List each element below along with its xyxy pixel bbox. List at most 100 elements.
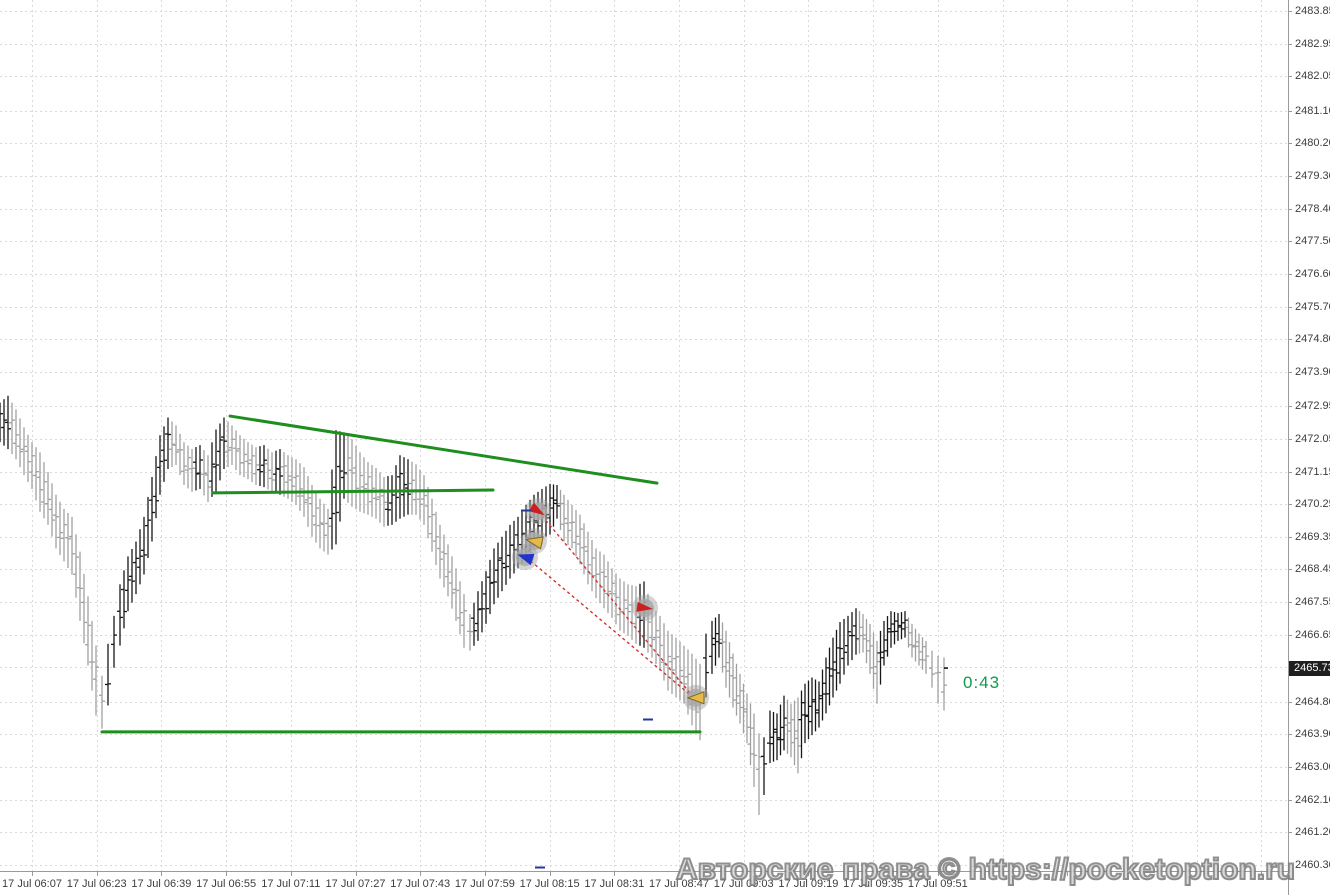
time-axis[interactable]: 17 Jul 06:07 17 Jul 06:23 17 Jul 06:39 17 J… — [0, 871, 1288, 895]
price-axis-label: 2463.00 — [1295, 761, 1330, 774]
price-axis-label: 2479.30 — [1295, 169, 1330, 182]
time-axis-tick — [938, 872, 939, 876]
exit-arrow-2-icon — [686, 691, 705, 705]
price-axis-label: 2478.40 — [1295, 202, 1330, 215]
time-axis-tick — [1132, 872, 1133, 876]
time-axis-label: 17 Jul 07:27 — [325, 878, 386, 890]
price-axis-tick — [1288, 767, 1292, 768]
price-axis-label: 2472.05 — [1295, 432, 1330, 445]
price-axis-label: 2471.15 — [1295, 465, 1330, 478]
current-price-badge: 2465.73 — [1289, 661, 1330, 676]
price-axis-tick — [1288, 472, 1292, 473]
price-axis-tick — [1288, 602, 1292, 603]
price-axis-label: 2469.35 — [1295, 530, 1330, 543]
time-axis-label: 17 Jul 06:55 — [196, 878, 257, 890]
time-axis-tick — [873, 872, 874, 876]
price-axis-tick — [1288, 406, 1292, 407]
price-axis-tick — [1288, 339, 1292, 340]
price-axis-tick — [1288, 176, 1292, 177]
time-axis-label: 17 Jul 08:47 — [649, 878, 709, 890]
price-axis-label: 2480.20 — [1295, 137, 1330, 150]
price-axis-label: 2473.90 — [1295, 365, 1330, 378]
time-axis-tick — [550, 872, 551, 876]
exit-arrow-1-icon — [524, 536, 544, 550]
price-axis-label: 2482.05 — [1295, 70, 1330, 83]
time-axis-tick — [420, 872, 421, 876]
price-axis-tick — [1288, 800, 1292, 801]
price-axis-tick — [1288, 274, 1292, 275]
time-axis-label: 17 Jul 06:23 — [66, 878, 127, 890]
chart-plot-area[interactable] — [0, 0, 1288, 871]
price-axis-label: 2470.25 — [1295, 498, 1330, 511]
price-axis-label: 2468.45 — [1295, 563, 1330, 576]
trade-countdown-timer: 0:43 — [963, 673, 1001, 692]
price-axis-label: 2482.95 — [1295, 37, 1330, 50]
price-axis-label: 2477.50 — [1295, 235, 1330, 248]
trade-marker-buy-entry-arrow[interactable] — [512, 544, 538, 571]
price-axis-tick — [1288, 209, 1292, 210]
time-axis-tick — [614, 872, 615, 876]
price-axis-tick — [1288, 832, 1292, 833]
price-axis-tick — [1288, 76, 1292, 77]
time-axis-tick — [1197, 872, 1198, 876]
price-axis-tick — [1288, 241, 1292, 242]
price-bars — [0, 395, 948, 815]
time-axis-tick — [1261, 872, 1262, 876]
price-axis-tick — [1288, 307, 1292, 308]
price-axis-label: 2462.10 — [1295, 793, 1330, 806]
time-axis-label: 17 Jul 06:07 — [2, 878, 62, 890]
price-axis-label: 2460.30 — [1295, 858, 1330, 871]
time-axis-label: 17 Jul 08:31 — [584, 878, 645, 890]
price-axis-tick — [1288, 865, 1292, 866]
time-axis-tick — [161, 872, 162, 876]
time-axis-tick — [32, 872, 33, 876]
time-axis-tick — [97, 872, 98, 876]
price-axis-tick — [1288, 372, 1292, 373]
time-axis-label: 17 Jul 07:43 — [390, 878, 451, 890]
time-axis-tick — [485, 872, 486, 876]
price-axis-tick — [1288, 569, 1292, 570]
price-axis-label: 2461.20 — [1295, 826, 1330, 839]
buy-entry-arrow-icon — [517, 553, 535, 566]
price-axis-label: 2474.80 — [1295, 333, 1330, 346]
price-axis-label: 2466.65 — [1295, 628, 1330, 641]
price-axis-label: 2483.85 — [1295, 5, 1330, 17]
grid — [0, 0, 1288, 871]
sell-entry-arrow-icon — [528, 502, 545, 516]
time-axis-label: 17 Jul 09:19 — [778, 878, 839, 890]
trade-marker-exit-arrow-1[interactable] — [521, 528, 547, 555]
time-axis-tick — [226, 872, 227, 876]
price-axis-tick — [1288, 143, 1292, 144]
time-axis-tick — [679, 872, 680, 876]
sell-entry-arrow-2-icon — [636, 601, 653, 612]
price-axis[interactable]: 2465.73 2483.85 2482.95 2482.05 2481.10 2480… — [1288, 0, 1330, 895]
price-axis-tick — [1288, 702, 1292, 703]
trade-result-line[interactable] — [537, 510, 696, 700]
time-axis-tick — [744, 872, 745, 876]
trade-marker-sell-entry-arrow[interactable] — [525, 498, 551, 525]
price-axis-tick — [1288, 439, 1292, 440]
trade-marker-exit-arrow-2[interactable] — [683, 684, 709, 711]
price-axis-label: 2475.70 — [1295, 300, 1330, 313]
time-axis-label: 17 Jul 09:03 — [713, 878, 774, 890]
price-axis-label: 2472.95 — [1295, 400, 1330, 413]
price-axis-tick — [1288, 734, 1292, 735]
price-axis-tick — [1288, 504, 1292, 505]
time-axis-tick — [808, 872, 809, 876]
price-axis-tick — [1288, 635, 1292, 636]
price-axis-tick — [1288, 11, 1292, 12]
time-axis-tick — [356, 872, 357, 876]
time-axis-label: 17 Jul 07:59 — [454, 878, 515, 890]
price-axis-label: 2481.10 — [1295, 104, 1330, 117]
trade-marker-sell-entry-arrow-2[interactable] — [632, 594, 658, 621]
trend-line[interactable] — [228, 414, 659, 485]
price-axis-tick — [1288, 111, 1292, 112]
time-axis-tick — [1003, 872, 1004, 876]
time-axis-label: 17 Jul 06:39 — [131, 878, 192, 890]
trend-line[interactable] — [211, 488, 495, 495]
price-axis-tick — [1288, 44, 1292, 45]
price-axis-label: 2476.60 — [1295, 267, 1330, 280]
time-axis-label: 17 Jul 08:15 — [519, 878, 580, 890]
trade-result-line[interactable] — [525, 556, 696, 700]
